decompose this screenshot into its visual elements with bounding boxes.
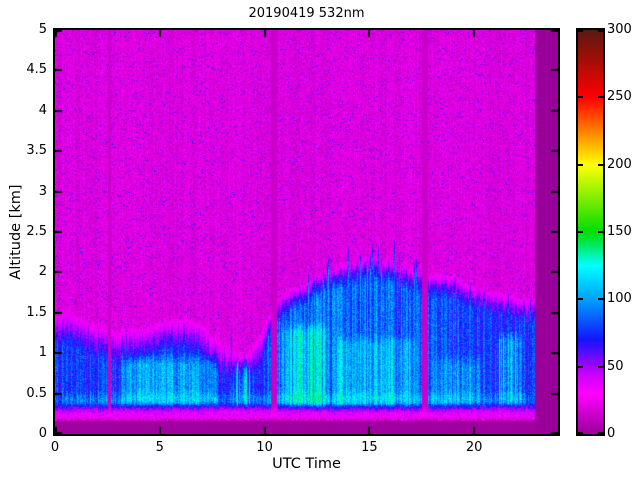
y-tick-label: 1 xyxy=(38,345,47,361)
colorbar-tick-mark xyxy=(578,163,583,166)
y-tick-label: 2.5 xyxy=(26,224,47,239)
y-tick-label: 0 xyxy=(38,426,47,441)
colorbar-tick-label: 100 xyxy=(607,291,632,307)
y-tick-label: 2 xyxy=(38,264,47,280)
colorbar-tick-mark xyxy=(598,30,603,32)
x-tick-label: 5 xyxy=(155,440,164,455)
colorbar-tick-mark xyxy=(598,96,603,99)
colorbar-tick-mark xyxy=(598,163,603,166)
x-tick-label: 0 xyxy=(50,440,60,455)
colorbar-tick-mark xyxy=(578,231,583,233)
colorbar-tick-mark xyxy=(578,30,583,32)
colorbar-tick-label: 50 xyxy=(607,358,624,374)
colorbar-tick-label: 200 xyxy=(607,156,632,172)
y-tick-label: 3 xyxy=(38,183,47,199)
y-tick-label: 3.5 xyxy=(26,143,47,159)
colorbar-tick-label: 300 xyxy=(607,22,632,37)
colorbar-tick-label: 250 xyxy=(607,89,632,105)
y-tick-label: 5 xyxy=(38,22,47,37)
colorbar-tick-mark xyxy=(598,231,603,233)
colorbar-tick-mark xyxy=(578,298,583,301)
y-tick-label: 4.5 xyxy=(26,62,47,78)
colorbar-tick-mark xyxy=(598,365,603,368)
y-tick-label: 4 xyxy=(38,102,47,118)
x-tick-label: 20 xyxy=(465,440,483,455)
x-axis-label: UTC Time xyxy=(272,456,341,472)
colorbar-tick-label: 150 xyxy=(607,224,632,239)
colorbar-tick-mark xyxy=(598,298,603,301)
colorbar-tick-mark xyxy=(578,432,583,434)
x-tick-label: 10 xyxy=(256,440,273,455)
colorbar-tick-mark xyxy=(578,96,583,99)
colorbar-tick-mark xyxy=(598,432,603,434)
plot-title: 20190419 532nm xyxy=(248,6,365,21)
x-tick-label: 15 xyxy=(361,440,378,455)
colorbar-tick-mark xyxy=(578,365,583,368)
heatmap-canvas xyxy=(55,30,558,434)
plot-frame xyxy=(53,28,560,436)
y-tick-label: 0.5 xyxy=(26,385,47,401)
colorbar-tick-label: 0 xyxy=(607,426,616,441)
y-tick-label: 1.5 xyxy=(26,304,47,320)
